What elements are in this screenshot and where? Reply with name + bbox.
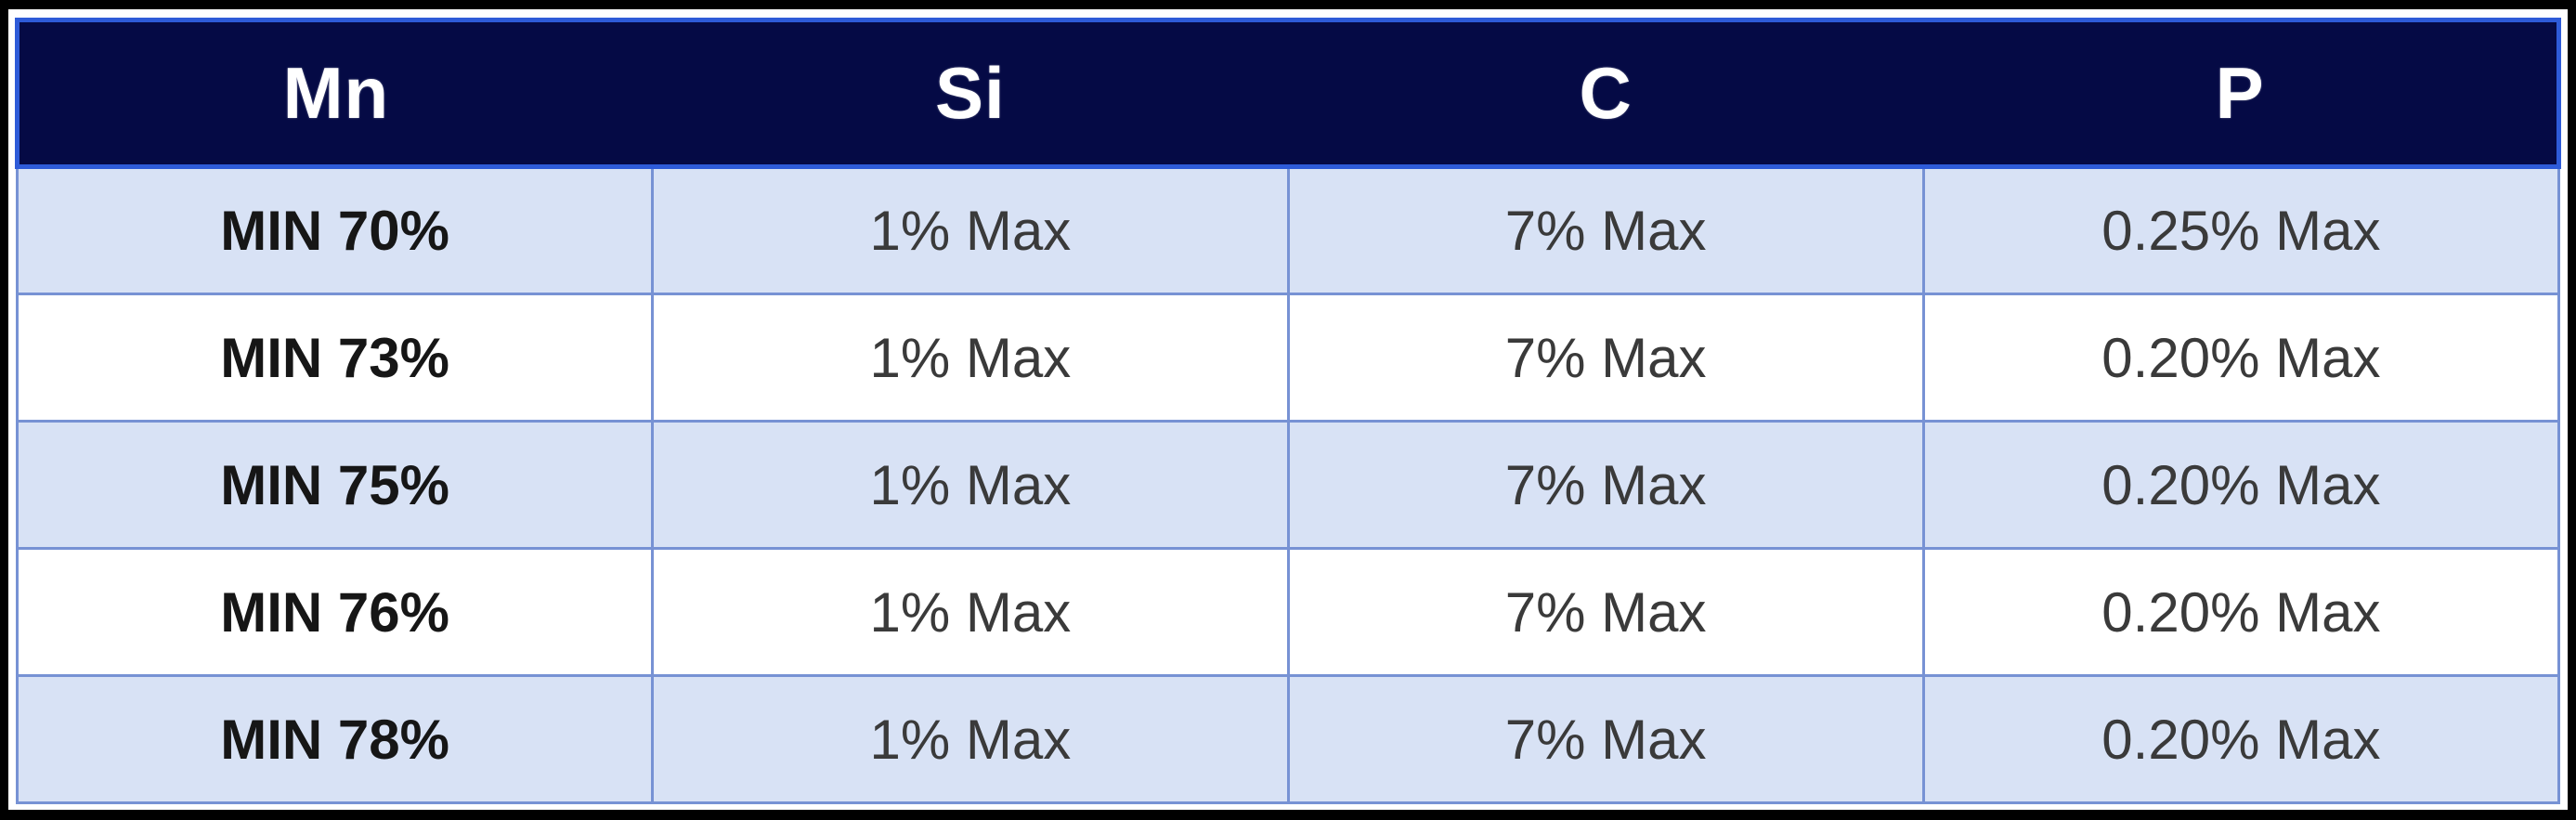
cell-p: 0.20% Max <box>1921 674 2561 804</box>
header-cell-si: Si <box>652 18 1288 169</box>
header-cell-p: P <box>1923 18 2562 169</box>
cell-si: 1% Max <box>651 420 1290 550</box>
cell-p: 0.25% Max <box>1921 165 2561 295</box>
table-row: MIN 70% 1% Max 7% Max 0.25% Max <box>15 165 2561 295</box>
cell-si: 1% Max <box>651 674 1290 804</box>
cell-c: 7% Max <box>1286 420 1925 550</box>
table-row: MIN 76% 1% Max 7% Max 0.20% Max <box>15 547 2561 677</box>
cell-si: 1% Max <box>651 547 1290 677</box>
cell-mn: MIN 73% <box>15 293 655 423</box>
cell-mn: MIN 78% <box>15 674 655 804</box>
table-margin: Mn Si C P MIN 70% 1% Max 7% Max 0.25% Ma… <box>8 9 2568 810</box>
cell-p: 0.20% Max <box>1921 420 2561 550</box>
cell-c: 7% Max <box>1286 547 1925 677</box>
cell-si: 1% Max <box>651 293 1290 423</box>
cell-si: 1% Max <box>651 165 1290 295</box>
cell-p: 0.20% Max <box>1921 293 2561 423</box>
cell-mn: MIN 75% <box>15 420 655 550</box>
cell-c: 7% Max <box>1286 674 1925 804</box>
cell-mn: MIN 70% <box>15 165 655 295</box>
cell-c: 7% Max <box>1286 165 1925 295</box>
header-cell-c: C <box>1288 18 1924 169</box>
table-row: MIN 73% 1% Max 7% Max 0.20% Max <box>15 293 2561 423</box>
table-row: MIN 75% 1% Max 7% Max 0.20% Max <box>15 420 2561 550</box>
cell-mn: MIN 76% <box>15 547 655 677</box>
table-header-row: Mn Si C P <box>14 18 2562 169</box>
chemical-composition-table: Mn Si C P MIN 70% 1% Max 7% Max 0.25% Ma… <box>14 18 2562 804</box>
cell-p: 0.20% Max <box>1921 547 2561 677</box>
header-cell-mn: Mn <box>14 18 653 169</box>
cell-c: 7% Max <box>1286 293 1925 423</box>
table-row: MIN 78% 1% Max 7% Max 0.20% Max <box>15 674 2561 804</box>
